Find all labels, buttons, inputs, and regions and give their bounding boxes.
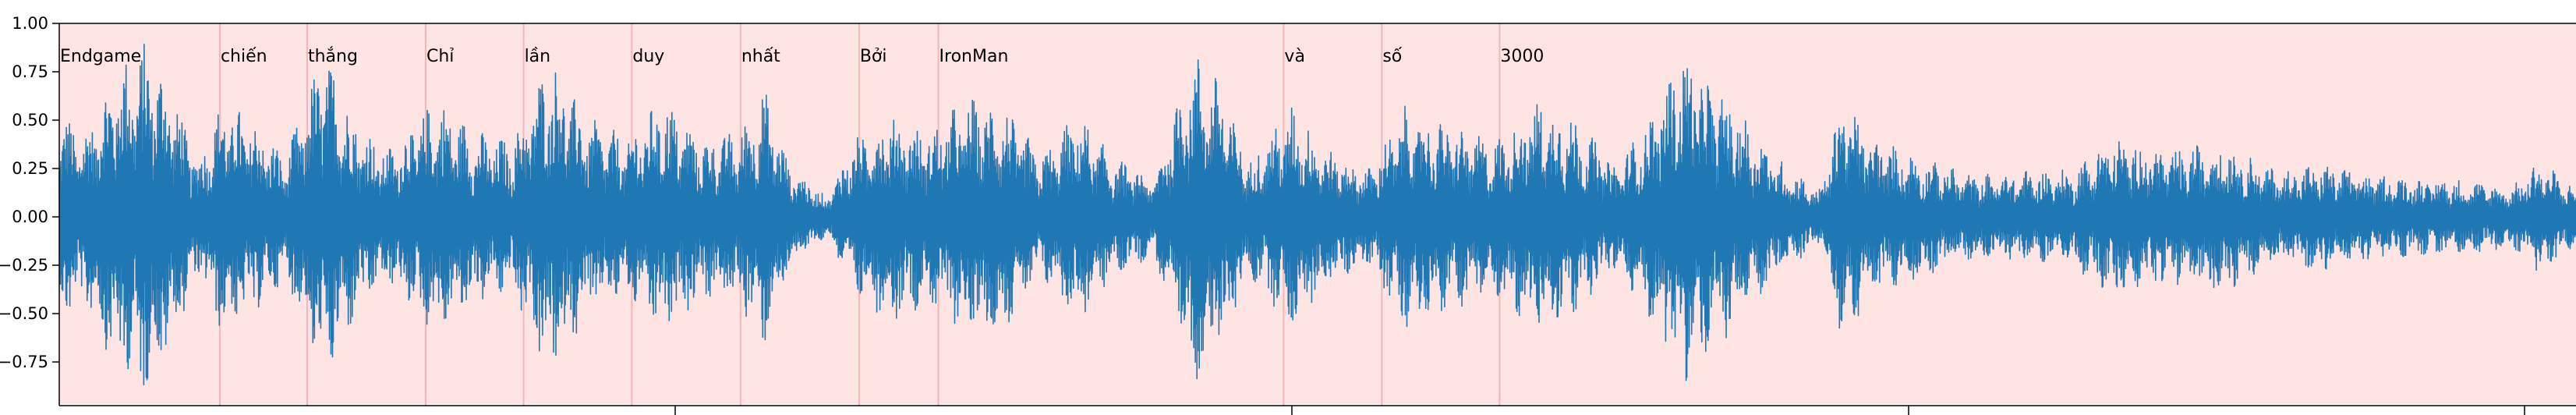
y-tick-label: 1.00 (12, 14, 48, 33)
word-label: Endgame (60, 47, 141, 66)
y-tick-label: 0.75 (12, 62, 48, 81)
y-tick-label: 0.50 (12, 111, 48, 129)
word-label: chiến (221, 47, 267, 66)
word-label: và (1284, 47, 1305, 66)
word-label: nhất (741, 47, 780, 66)
waveform-line (58, 43, 2576, 386)
word-label: IronMan (939, 47, 1009, 66)
word-label: duy (632, 47, 664, 66)
y-tick-label: 0.25 (12, 159, 48, 178)
word-label: Bởi (860, 47, 887, 66)
y-tick-label: −0.25 (0, 256, 48, 275)
waveform-series (58, 43, 2576, 386)
y-axis-ticks: 1.00 0.75 0.50 0.25 0.00 −0.25 −0.50 −0.75 (0, 14, 59, 371)
y-tick-label: −0.50 (0, 304, 48, 323)
word-label: số (1382, 47, 1402, 66)
axes (58, 23, 2576, 415)
y-tick-label: −0.75 (0, 353, 48, 371)
word-label: lần (525, 47, 551, 66)
word-labels: Endgame chiến thắng Chỉ lần duy nhất Bởi IronMan… (60, 47, 1544, 66)
word-label: thắng (308, 47, 358, 66)
word-label: 3000 (1500, 47, 1544, 66)
word-label: Chỉ (426, 47, 454, 66)
y-tick-label: 0.00 (12, 208, 48, 226)
